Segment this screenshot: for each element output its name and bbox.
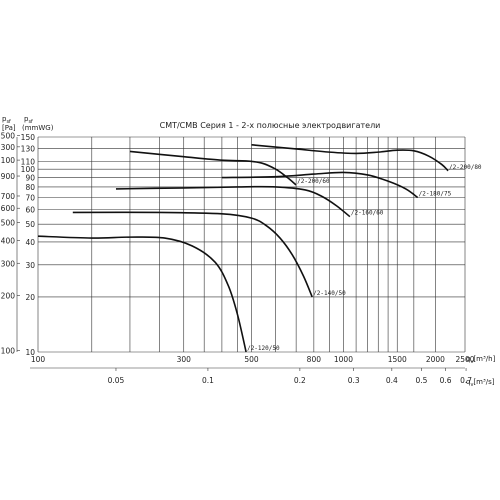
y-tick-mm: 70 [25,194,35,203]
curve-label: /2-160/60 [351,210,384,217]
curve-label: /2-200/60 [297,178,330,185]
y-axis-pa-unit: [Pa] [2,124,16,132]
curve-label: /2-120/50 [247,345,280,352]
curve-2-200-80 [251,143,449,172]
curve-2-200-60 [129,150,297,186]
x-tick-m3h: 2000 [426,355,445,364]
x-tick-m3s: 0.7 [460,376,472,385]
curve-label: /2-180/75 [419,191,452,198]
y-tick-pa: 600 [1,204,16,213]
y-tick-mm: 10 [25,348,35,357]
y-tick-pa: 700 [1,192,16,201]
x-tick-m3h: 1000 [334,355,353,364]
performance-curves: /2-120/50/2-140/50/2-160/60/2-180/75/2-2… [37,143,482,353]
y-tick-mm: 20 [25,293,35,302]
x-axis-m3s-label: qv[m³/s] [466,378,495,388]
y-tick-pa: 100 [1,346,16,355]
curve-2-160-60 [115,185,351,218]
x-tick-m3h: 800 [307,355,322,364]
y-tick-mm: 110 [21,158,36,167]
curve-label: /2-200/80 [449,164,482,171]
y-tick-pa: 900 [1,172,16,181]
curve-2-140-50 [72,211,313,298]
x-tick-m3s: 0.4 [386,376,398,385]
curve-2-120-50 [37,235,247,353]
x-tick-m3s: 0.6 [440,376,452,385]
x-tick-m3s: 0.1 [202,376,214,385]
y-tick-pa: 1500 [0,131,15,140]
y-tick-pa: 1100 [0,156,15,165]
y-axis-pa-label: psf [2,115,11,125]
y-tick-mm: 80 [25,183,35,192]
y-tick-labels: 1020304050607080901001101301501002003004… [0,131,35,357]
y-axis-mm-unit: (mmWG) [22,124,54,132]
y-tick-pa: 400 [1,236,16,245]
curve-2-180-75 [221,171,419,199]
x-tick-labels: 100 300 500 800 1000 1500 2000 2500 0.05 0.1 0.2 0.… [31,355,475,385]
x-tick-m3h: 500 [244,355,259,364]
y-tick-mm: 130 [21,144,36,153]
y-axis-mm-label: psf [24,115,33,125]
y-tick-mm: 40 [25,238,35,247]
curve-label: /2-140/50 [313,290,346,297]
y-tick-pa: 1300 [0,143,15,152]
y-tick-mm: 150 [21,133,36,142]
x-tick-m3s: 0.05 [108,376,125,385]
y-tick-pa: 300 [1,259,16,268]
x-tick-m3h: 2500 [455,355,474,364]
y-tick-mm: 50 [25,220,35,229]
x-tick-m3s: 0.3 [348,376,360,385]
chart-title: CMT/CMB Серия 1 - 2-х полюсные электродв… [160,121,381,130]
y-tick-mm: 60 [25,206,35,215]
x-tick-m3h: 1500 [388,355,407,364]
grid [16,135,467,371]
y-tick-pa: 200 [1,291,16,300]
y-tick-mm: 30 [25,261,35,270]
x-tick-m3h: 300 [177,355,192,364]
y-tick-pa: 500 [1,219,16,228]
x-axis-m3h-label: qv[m³/h] [466,355,496,365]
y-tick-mm: 90 [25,174,35,183]
y-tick-mm: 100 [21,165,36,174]
x-tick-m3h: 100 [31,355,46,364]
x-tick-m3s: 0.2 [294,376,306,385]
x-tick-m3s: 0.5 [415,376,427,385]
